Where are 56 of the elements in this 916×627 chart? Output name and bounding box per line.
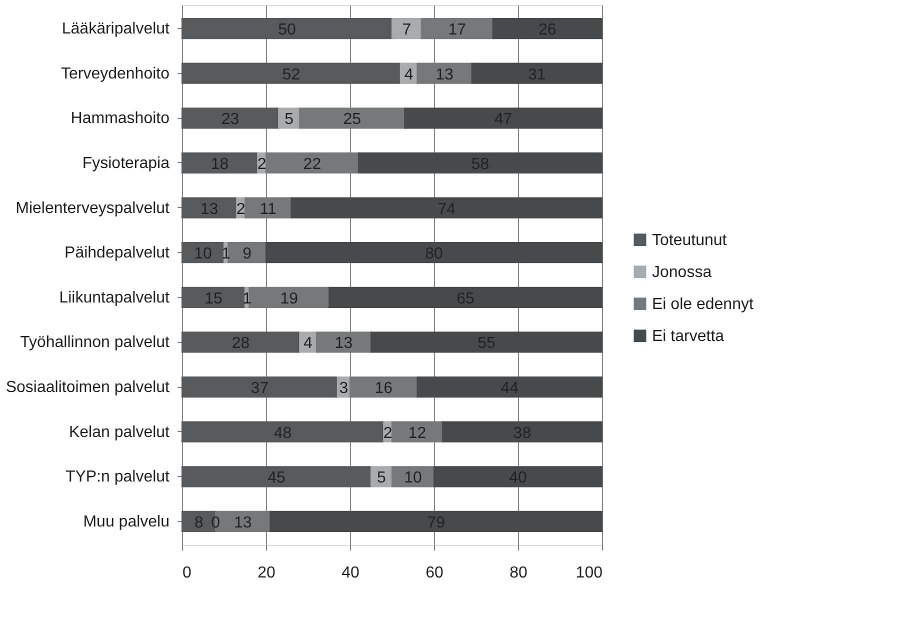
data-label: 10 bbox=[194, 246, 212, 263]
data-label: 4 bbox=[304, 335, 313, 352]
data-label: 17 bbox=[448, 22, 466, 39]
data-label: 7 bbox=[402, 22, 412, 39]
y-tick-label: Muu palvelu bbox=[83, 513, 170, 530]
data-label: 16 bbox=[374, 380, 393, 398]
data-label: 52 bbox=[282, 66, 300, 84]
data-label: 2 bbox=[257, 156, 266, 173]
y-tick-label: Fysioterapia bbox=[82, 154, 170, 172]
data-label: 12 bbox=[408, 424, 426, 442]
data-label: 18 bbox=[210, 156, 229, 173]
data-label: 22 bbox=[303, 156, 322, 173]
x-tick-label: 100 bbox=[576, 564, 603, 582]
y-tick-label: Liikuntapalvelut bbox=[59, 289, 170, 306]
legend-label: Ei tarvetta bbox=[652, 328, 724, 345]
data-label: 11 bbox=[260, 200, 277, 218]
x-tick-label: 0 bbox=[182, 564, 192, 582]
x-tick-label: 80 bbox=[510, 564, 528, 582]
y-tick-label: Hammashoito bbox=[70, 110, 170, 128]
y-tick-label: Työhallinnon palvelut bbox=[20, 334, 170, 352]
x-tick-label: 40 bbox=[342, 564, 360, 582]
data-label: 2 bbox=[383, 424, 392, 442]
data-label: 28 bbox=[232, 335, 250, 352]
data-label: 0 bbox=[211, 514, 220, 532]
x-tick-label: 60 bbox=[426, 564, 444, 582]
y-tick-label: Lääkäripalvelut bbox=[62, 20, 170, 38]
data-label: 15 bbox=[204, 290, 222, 308]
data-label: 9 bbox=[242, 246, 252, 263]
y-tick-label: Terveydenhoito bbox=[60, 65, 170, 82]
data-label: 5 bbox=[377, 470, 386, 487]
data-label: 19 bbox=[280, 290, 298, 308]
data-label: 4 bbox=[404, 66, 414, 84]
data-label: 13 bbox=[334, 335, 353, 352]
data-label: 2 bbox=[236, 200, 246, 218]
data-label: 3 bbox=[339, 380, 348, 398]
data-label: 50 bbox=[278, 22, 296, 39]
data-label: 13 bbox=[234, 514, 252, 532]
data-label: 45 bbox=[268, 470, 286, 487]
data-label: 48 bbox=[274, 424, 292, 442]
data-label: 13 bbox=[200, 200, 218, 218]
data-label: 5 bbox=[284, 111, 294, 128]
data-label: 10 bbox=[404, 470, 422, 487]
legend-label: Ei ole edennyt bbox=[652, 296, 754, 313]
y-tick-label: Mielenterveyspalvelut bbox=[16, 200, 170, 217]
legend-label: Jonossa bbox=[652, 264, 712, 281]
y-tick-label: Päihdepalvelut bbox=[64, 244, 170, 262]
data-label: 8 bbox=[194, 514, 204, 532]
y-tick-label: Sosiaalitoimen palvelut bbox=[6, 379, 170, 396]
data-label: 23 bbox=[221, 111, 240, 128]
data-label: 37 bbox=[250, 380, 269, 398]
y-tick-label: TYP:n palvelut bbox=[65, 468, 170, 486]
data-label: 25 bbox=[343, 111, 362, 128]
y-tick-label: Kelan palvelut bbox=[68, 424, 170, 441]
legend-label: Toteutunut bbox=[652, 232, 728, 249]
data-label: 13 bbox=[436, 66, 454, 84]
x-tick-label: 20 bbox=[258, 564, 276, 582]
